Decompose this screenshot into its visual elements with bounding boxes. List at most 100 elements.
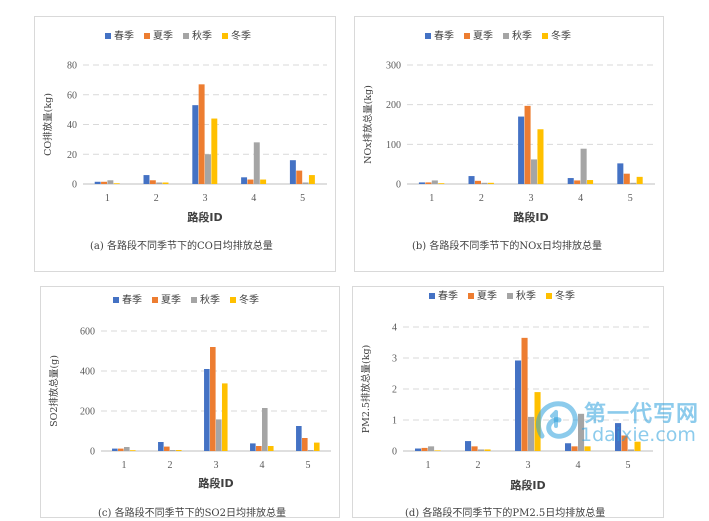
chart-b-bar bbox=[524, 105, 531, 184]
chart-b-xtick-label: 5 bbox=[628, 193, 633, 204]
chart-d-bar bbox=[571, 446, 578, 451]
chart-b-xtick-label: 2 bbox=[479, 193, 484, 204]
chart-b-legend-swatch bbox=[464, 33, 470, 39]
chart-c-bar bbox=[204, 369, 210, 451]
chart-a-bar bbox=[247, 179, 254, 184]
chart-d-bar bbox=[434, 450, 441, 451]
chart-c-ytick-label: 200 bbox=[80, 407, 95, 418]
chart-a-xtick-label: 2 bbox=[154, 193, 159, 204]
chart-d-legend-label: 冬季 bbox=[555, 289, 575, 302]
chart-d-xtick-label: 3 bbox=[526, 460, 531, 471]
chart-d-legend-label: 春季 bbox=[438, 290, 458, 302]
chart-a-y-axis-title: CO排放量(kg) bbox=[42, 93, 54, 156]
chart-d-bar bbox=[528, 416, 535, 451]
chart-b-bar bbox=[531, 159, 538, 184]
chart-c-bar bbox=[250, 443, 256, 451]
chart-d-ytick-label: 4 bbox=[392, 323, 397, 334]
chart-c-ytick-label: 0 bbox=[90, 447, 95, 458]
chart-c-legend-swatch bbox=[230, 297, 236, 303]
chart-d-bar bbox=[478, 449, 485, 451]
chart-a-xtick-label: 1 bbox=[105, 193, 110, 204]
chart-b-bar bbox=[425, 182, 432, 184]
chart-a-bar bbox=[198, 84, 205, 184]
chart-panel-co: 0 20 40 60 80 1 2 3 4 5 春季 夏季 秋季 冬季 路段ID CO排放量(kg) bbox=[34, 16, 336, 272]
chart-a-legend-swatch bbox=[105, 33, 111, 39]
chart-a-bar bbox=[156, 182, 163, 184]
chart-c-legend-label: 冬季 bbox=[239, 293, 259, 306]
chart-c-bar bbox=[256, 446, 262, 451]
chart-c-xtick-label: 4 bbox=[260, 460, 265, 471]
chart-a-bar bbox=[149, 180, 156, 184]
chart-a-bar bbox=[289, 160, 296, 184]
watermark-logo: 第一代写网 1daixie.com bbox=[532, 396, 702, 452]
chart-a-ytick-label: 80 bbox=[67, 61, 77, 72]
chart-d-bar bbox=[615, 423, 622, 451]
chart-d-bar bbox=[471, 446, 478, 451]
chart-a-legend-label: 冬季 bbox=[231, 29, 251, 42]
chart-b-legend-label: 夏季 bbox=[473, 30, 493, 42]
chart-b-xtick-label: 4 bbox=[578, 193, 583, 204]
chart-b-bar bbox=[474, 180, 481, 184]
chart-b-bar bbox=[630, 182, 637, 184]
chart-a-bar bbox=[302, 182, 309, 184]
chart-c-legend-swatch bbox=[191, 297, 197, 303]
chart-b-legend-label: 冬季 bbox=[551, 29, 571, 42]
chart-d-bar bbox=[484, 449, 491, 451]
chart-d-bar bbox=[428, 446, 435, 451]
chart-c-bar bbox=[124, 447, 130, 451]
chart-a-bar bbox=[192, 105, 199, 184]
watermark-text-url: 1daixie.com bbox=[580, 424, 696, 446]
chart-b-bar bbox=[487, 182, 494, 184]
chart-d-bar bbox=[465, 441, 472, 451]
chart-b-ytick-label: 100 bbox=[386, 140, 401, 151]
chart-b-ytick-label: 0 bbox=[396, 180, 401, 191]
chart-d-bar bbox=[515, 360, 522, 451]
chart-a-legend-label: 春季 bbox=[114, 30, 134, 42]
chart-d-y-axis-title: PM2.5排放总量(kg) bbox=[360, 345, 372, 433]
chart-a-legend-swatch bbox=[144, 33, 150, 39]
chart-c-bar bbox=[216, 419, 222, 451]
chart-b-bar bbox=[438, 183, 445, 184]
chart-a-ytick-label: 20 bbox=[67, 150, 77, 161]
chart-a-ytick-label: 60 bbox=[67, 90, 77, 101]
chart-c-legend-label: 夏季 bbox=[161, 294, 181, 306]
chart-b-bar bbox=[574, 180, 581, 184]
chart-b-bar bbox=[431, 180, 438, 184]
chart-d-xtick-label: 2 bbox=[476, 460, 481, 471]
chart-d-bar bbox=[415, 448, 422, 451]
chart-a-ytick-label: 40 bbox=[67, 120, 77, 131]
watermark-text-cn: 第一代写网 bbox=[584, 402, 700, 427]
chart-b-bar bbox=[481, 182, 488, 184]
chart-c-bar bbox=[112, 448, 118, 451]
chart-panel-pm25: 0 1 2 3 4 1 2 3 4 5 春季 夏季 秋季 冬季 路段ID PM2.5排放总量(kg) bbox=[352, 286, 664, 518]
chart-b-bar bbox=[623, 173, 630, 184]
chart-d-legend-swatch bbox=[546, 293, 552, 299]
chart-c-bar bbox=[313, 442, 320, 451]
chart-b-x-axis-title: 路段ID bbox=[513, 210, 548, 224]
chart-b-xtick-label: 1 bbox=[429, 193, 434, 204]
chart-c-legend-swatch bbox=[152, 297, 158, 303]
chart-d-legend-swatch bbox=[507, 293, 513, 299]
chart-panel-nox: 0 100 200 300 1 2 3 4 5 春季 夏季 秋季 冬季 路段ID NOx排放总量(kg) bbox=[354, 16, 664, 272]
chart-b-ytick-label: 300 bbox=[386, 61, 401, 72]
chart-d-bar bbox=[584, 446, 591, 451]
chart-d-ytick-label: 3 bbox=[392, 354, 397, 365]
chart-a-bar bbox=[211, 118, 218, 184]
chart-a-bar bbox=[94, 181, 101, 184]
caption-d: (d) 各路段不同季节下的PM2.5日均排放总量 bbox=[405, 508, 606, 519]
chart-c-legend-label: 秋季 bbox=[200, 293, 220, 306]
chart-d-bar bbox=[578, 413, 585, 451]
chart-a-xtick-label: 5 bbox=[300, 193, 305, 204]
chart-d-legend-swatch bbox=[468, 293, 474, 299]
chart-c-bar bbox=[164, 446, 170, 451]
chart-d-ytick-label: 2 bbox=[392, 385, 397, 396]
chart-d-xtick-label: 4 bbox=[576, 460, 581, 471]
chart-b-legend-swatch bbox=[425, 33, 431, 39]
chart-d-bar bbox=[421, 447, 428, 451]
chart-c-xtick-label: 2 bbox=[168, 460, 173, 471]
chart-a-ytick-label: 0 bbox=[72, 180, 77, 191]
chart-a-xtick-label: 3 bbox=[203, 193, 208, 204]
